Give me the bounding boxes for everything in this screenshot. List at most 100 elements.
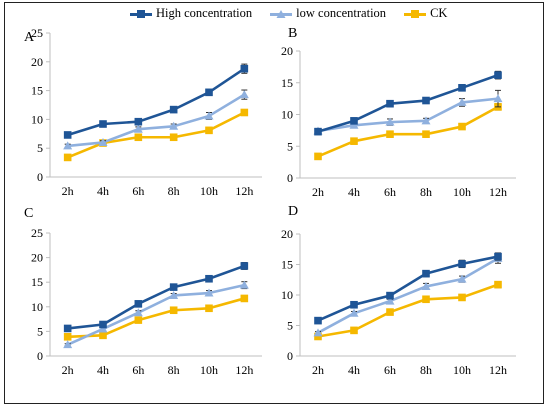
y-tick-label-a-4: 20 — [31, 55, 43, 69]
point-ck-c-0 — [63, 333, 72, 341]
point-high-c-3 — [169, 283, 178, 291]
point-high-b-5 — [494, 71, 502, 79]
point-low-c-0 — [63, 340, 73, 349]
point-high-c-5 — [240, 262, 249, 270]
point-ck-c-4 — [205, 304, 213, 313]
figure-border — [4, 2, 544, 404]
point-high-a-0 — [63, 131, 72, 139]
x-tick-label-c-3: 8h — [168, 363, 180, 377]
point-ck-a-5 — [240, 108, 249, 117]
legend-swatch-low — [270, 9, 293, 19]
x-tick-label-b-0: 2h — [312, 185, 324, 199]
point-ck-a-3 — [169, 133, 178, 142]
y-tick-label-c-0: 0 — [37, 349, 43, 363]
y-tick-label-a-3: 15 — [31, 84, 43, 98]
point-high-d-0 — [314, 316, 322, 325]
point-high-b-4 — [458, 84, 466, 92]
point-high-c-0 — [63, 324, 72, 333]
x-tick-label-a-4: 10h — [200, 184, 218, 198]
y-tick-label-b-3: 15 — [281, 76, 293, 90]
x-tick-label-d-4: 10h — [453, 363, 471, 377]
point-low-d-3 — [421, 281, 431, 290]
point-high-d-2 — [386, 291, 394, 300]
point-high-b-3 — [422, 96, 430, 105]
x-tick-label-a-3: 8h — [168, 184, 180, 198]
legend-label-ck: CK — [430, 6, 448, 20]
series-line-high-b — [317, 73, 499, 133]
legend-label-high: High concentration — [156, 6, 253, 20]
point-high-c-2 — [134, 300, 143, 308]
point-ck-c-3 — [169, 306, 178, 315]
point-low-d-0 — [313, 328, 323, 337]
y-tick-label-c-2: 10 — [31, 300, 43, 314]
x-tick-label-c-2: 6h — [132, 363, 144, 377]
x-tick-label-b-2: 6h — [384, 185, 396, 199]
point-high-b-1 — [350, 117, 358, 125]
point-ck-d-5 — [494, 280, 502, 289]
point-high-d-4 — [458, 260, 466, 268]
series-line-ck-a — [67, 111, 245, 159]
point-ck-d-3 — [422, 295, 430, 304]
point-low-d-4 — [457, 274, 467, 283]
series-line-low-b — [317, 97, 499, 133]
point-low-c-3 — [169, 290, 179, 299]
series-line-ck-d — [317, 283, 499, 338]
point-ck-a-2 — [134, 133, 143, 142]
x-tick-label-a-0: 2h — [62, 184, 74, 198]
x-tick-label-a-2: 6h — [132, 184, 144, 198]
x-tick-label-a-5: 12h — [235, 184, 253, 198]
y-tick-label-b-1: 5 — [287, 139, 293, 153]
point-ck-b-4 — [458, 122, 466, 131]
series-line-low-a — [67, 93, 246, 148]
x-tick-label-b-1: 4h — [348, 185, 360, 199]
point-ck-c-1 — [99, 331, 107, 340]
point-low-b-2 — [385, 117, 395, 126]
point-high-c-4 — [205, 274, 213, 283]
y-tick-label-d-3: 15 — [281, 258, 293, 272]
point-low-b-1 — [349, 120, 359, 129]
point-low-a-4 — [204, 111, 214, 120]
point-high-d-1 — [350, 300, 358, 309]
legend: High concentration low concentration CK — [130, 6, 465, 21]
point-ck-d-4 — [458, 293, 466, 302]
point-high-a-5 — [240, 64, 249, 73]
series-line-ck-b — [317, 105, 499, 158]
point-low-a-0 — [63, 141, 73, 150]
y-tick-label-b-4: 20 — [281, 44, 293, 58]
point-ck-a-4 — [205, 126, 213, 135]
point-ck-b-1 — [350, 137, 358, 145]
point-ck-a-0 — [63, 153, 72, 162]
x-tick-label-d-1: 4h — [348, 363, 360, 377]
point-high-a-2 — [134, 117, 143, 126]
point-high-d-3 — [422, 269, 430, 278]
point-high-b-0 — [314, 127, 322, 136]
point-high-b-2 — [386, 99, 394, 108]
x-tick-label-d-2: 6h — [384, 363, 396, 377]
panel-label-d: D — [288, 204, 299, 219]
x-tick-label-b-4: 10h — [453, 185, 471, 199]
point-low-b-5 — [493, 94, 503, 103]
point-low-b-4 — [457, 97, 467, 106]
y-tick-label-d-4: 20 — [281, 227, 293, 241]
y-tick-label-c-4: 20 — [31, 251, 43, 265]
point-ck-d-2 — [386, 308, 394, 316]
series-line-low-c — [67, 283, 245, 346]
point-low-b-3 — [421, 116, 431, 125]
legend-swatch-high — [130, 9, 152, 19]
x-tick-label-c-5: 12h — [235, 363, 253, 377]
y-tick-label-c-1: 5 — [37, 324, 43, 338]
x-tick-label-c-0: 2h — [62, 363, 74, 377]
x-tick-label-d-3: 8h — [420, 363, 432, 377]
legend-item-high: High concentration — [130, 6, 252, 21]
point-ck-b-0 — [314, 152, 322, 161]
series-line-low-d — [317, 257, 499, 334]
x-tick-label-d-5: 12h — [489, 363, 507, 377]
series-line-high-d — [317, 255, 499, 322]
y-tick-label-b-2: 10 — [281, 108, 293, 122]
y-tick-label-d-1: 5 — [287, 319, 293, 333]
series-line-high-c — [67, 264, 245, 330]
y-tick-label-c-5: 25 — [31, 226, 43, 240]
x-tick-label-b-5: 12h — [489, 185, 507, 199]
